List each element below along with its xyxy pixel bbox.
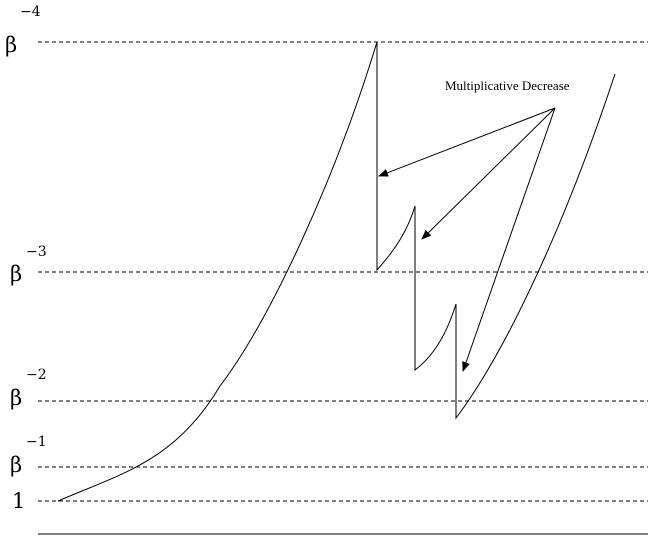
level-label-beta-minus-1: β −1: [10, 434, 47, 477]
level-label-base: 1: [12, 489, 25, 513]
level-label-beta-minus-3: β −3: [10, 244, 47, 286]
level-label-beta-minus-4: β −4: [5, 4, 41, 57]
annotation-arrow: [462, 107, 556, 372]
level-label-base: β: [10, 453, 22, 477]
level-label-base: β: [5, 33, 17, 57]
annotation-arrow: [421, 107, 556, 240]
level-label-exponent: −3: [26, 244, 47, 260]
annotation-arrow: [378, 107, 556, 177]
level-label-beta-minus-2: β −2: [10, 367, 47, 410]
level-label-base: β: [10, 386, 22, 410]
level-label-one: 1: [12, 489, 25, 513]
level-label-base: β: [10, 262, 22, 286]
annotation-label: Multiplicative Decrease: [445, 78, 570, 93]
level-label-exponent: −4: [20, 4, 41, 20]
level-label-exponent: −2: [26, 367, 47, 383]
level-label-exponent: −1: [26, 434, 47, 450]
growth-curve: [57, 41, 616, 502]
